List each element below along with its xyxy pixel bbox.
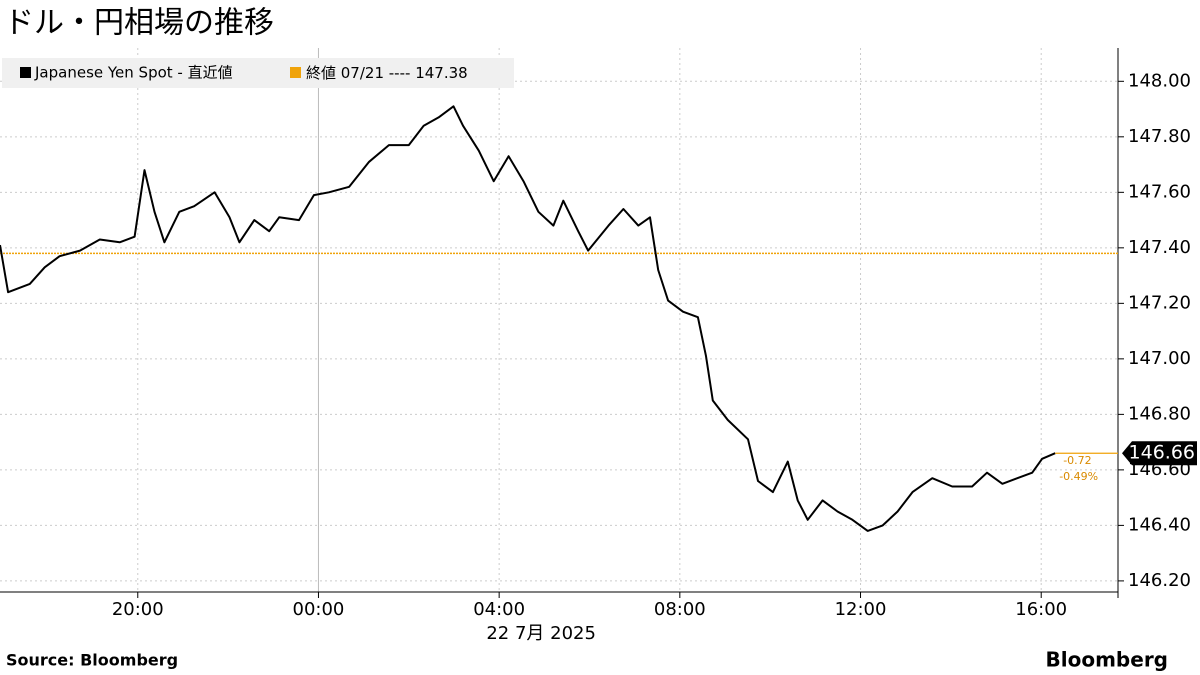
legend-label: Japanese Yen Spot - 直近値 bbox=[34, 64, 233, 82]
x-tick-label: 04:00 bbox=[473, 599, 525, 620]
x-tick-label: 16:00 bbox=[1015, 599, 1067, 620]
source: Source: Bloomberg bbox=[6, 651, 178, 670]
legend-swatch bbox=[290, 67, 301, 78]
y-tick-label: 148.00 bbox=[1128, 70, 1191, 91]
y-tick-label: 146.40 bbox=[1128, 514, 1191, 535]
y-tick-label: 147.20 bbox=[1128, 292, 1191, 313]
y-tick-label: 146.80 bbox=[1128, 403, 1191, 424]
legend-bg bbox=[2, 58, 514, 88]
y-tick-label: 147.00 bbox=[1128, 348, 1191, 369]
last-value-label: 146.66 bbox=[1129, 442, 1195, 464]
legend-swatch bbox=[20, 67, 31, 78]
x-tick-label: 20:00 bbox=[112, 599, 164, 620]
x-tick-label: 00:00 bbox=[293, 599, 345, 620]
legend-ref-name: 終値 07/21 ---- bbox=[306, 64, 410, 82]
change-pct: -0.49% bbox=[1059, 470, 1098, 483]
y-tick-label: 147.80 bbox=[1128, 126, 1191, 147]
last-value-box bbox=[1122, 441, 1197, 466]
x-tick-label: 12:00 bbox=[835, 599, 887, 620]
y-tick-label: 146.20 bbox=[1128, 570, 1191, 591]
x-tick-label: 08:00 bbox=[654, 599, 706, 620]
change: -0.72 bbox=[1063, 454, 1091, 467]
legend-label: 終値 07/21 ---- 147.38 bbox=[306, 64, 468, 82]
chart-title: ドル・円相場の推移 bbox=[4, 6, 274, 41]
logo: Bloomberg bbox=[1046, 648, 1168, 672]
y-tick-label: 147.60 bbox=[1128, 181, 1191, 202]
y-tick-label: 147.40 bbox=[1128, 237, 1191, 258]
x-axis-label: 22 7月 2025 bbox=[486, 623, 596, 644]
price-line bbox=[0, 105, 1056, 532]
legend-ref-value: 147.38 bbox=[415, 64, 468, 82]
